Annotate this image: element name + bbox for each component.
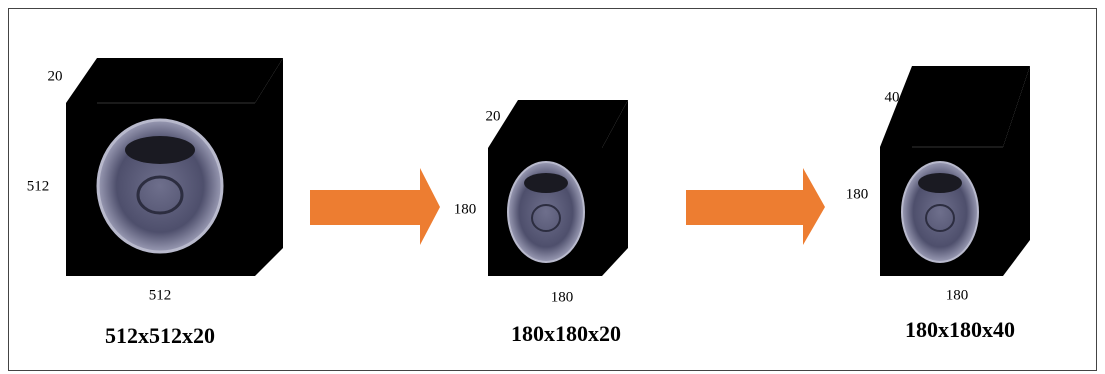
depth-label: 20 <box>48 68 63 84</box>
height-label: 180 <box>454 201 477 217</box>
depth-label: 40 <box>885 89 900 105</box>
width-label: 512 <box>149 287 172 303</box>
width-label: 180 <box>946 287 969 303</box>
height-label: 512 <box>27 178 50 194</box>
width-label: 180 <box>551 289 574 305</box>
cube <box>488 100 628 276</box>
caption: 180x180x40 <box>905 317 1015 342</box>
height-label: 180 <box>846 186 869 202</box>
caption: 180x180x20 <box>511 321 621 346</box>
cube <box>66 58 283 276</box>
caption: 512x512x20 <box>105 323 215 348</box>
depth-label: 20 <box>486 108 501 124</box>
diagram: 20 512 512 512x512x20 20 180 180 180x180… <box>0 0 1105 374</box>
cube <box>880 66 1030 276</box>
